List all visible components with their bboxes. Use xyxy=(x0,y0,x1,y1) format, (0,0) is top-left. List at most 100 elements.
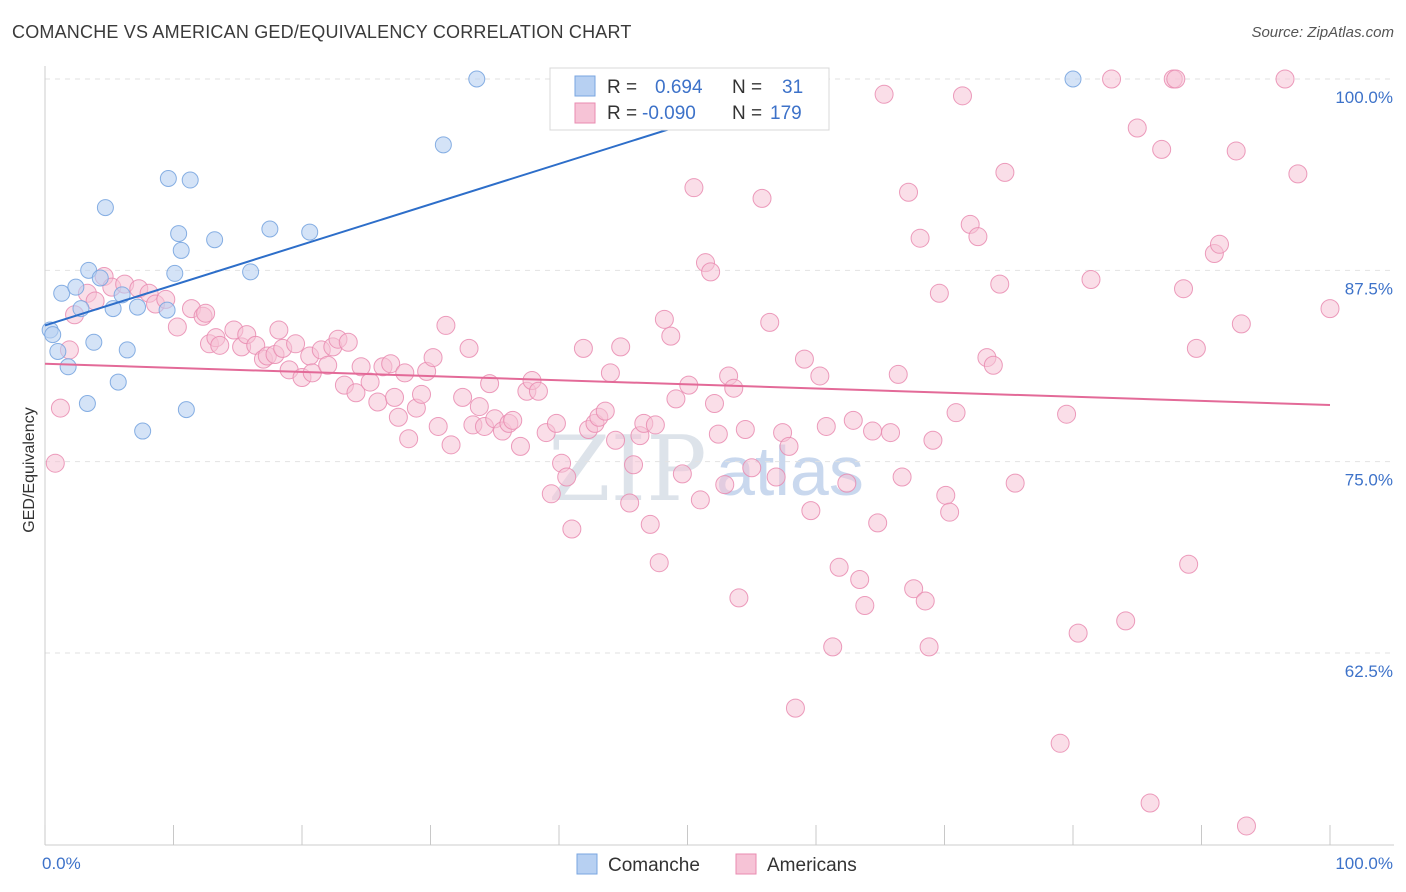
americans-point-109 xyxy=(752,188,772,208)
y-axis-title: GED/Equivalency xyxy=(21,407,38,532)
americans-point-127 xyxy=(874,84,894,104)
americans-point-58 xyxy=(459,338,479,358)
source-credit: Source: ZipAtlas.com xyxy=(1251,24,1394,41)
comanche-point-30 xyxy=(468,70,486,88)
americans-point-55 xyxy=(436,315,456,335)
americans-point-30 xyxy=(286,334,306,354)
americans-point-102 xyxy=(708,424,728,444)
americans-point-85 xyxy=(620,493,640,513)
americans-point-81 xyxy=(595,401,615,421)
americans-point-106 xyxy=(729,588,749,608)
comanche-point-11 xyxy=(96,199,114,217)
americans-point-149 xyxy=(1050,733,1070,753)
americans-point-94 xyxy=(666,389,686,409)
legend-r-label-americans: R = xyxy=(607,103,637,124)
americans-point-110 xyxy=(760,312,780,332)
comanche-point-24 xyxy=(181,171,199,189)
americans-point-97 xyxy=(684,178,704,198)
americans-point-167 xyxy=(1236,816,1256,836)
x-tick-label-100: 100.0% xyxy=(1335,854,1393,873)
americans-point-151 xyxy=(1068,623,1088,643)
series-label-comanche: Comanche xyxy=(608,855,700,876)
americans-point-125 xyxy=(863,421,883,441)
americans-point-141 xyxy=(952,86,972,106)
x-tick-label-0: 0.0% xyxy=(42,854,81,873)
americans-point-53 xyxy=(423,348,443,368)
americans-point-47 xyxy=(388,407,408,427)
comanche-point-21 xyxy=(170,225,188,243)
americans-point-122 xyxy=(843,410,863,430)
y-tick-label-100: 100.0% xyxy=(1335,88,1393,107)
americans-point-105 xyxy=(724,378,744,398)
americans-point-72 xyxy=(541,484,561,504)
americans-point-75 xyxy=(557,467,577,487)
americans-point-113 xyxy=(779,436,799,456)
americans-point-57 xyxy=(453,387,473,407)
americans-point-60 xyxy=(469,397,489,417)
americans-point-100 xyxy=(701,262,721,282)
americans-point-140 xyxy=(946,403,966,423)
americans-point-155 xyxy=(1127,118,1147,138)
comanche-point-7 xyxy=(78,395,96,413)
americans-point-131 xyxy=(899,182,919,202)
americans-point-42 xyxy=(360,372,380,392)
americans-point-148 xyxy=(1005,473,1025,493)
americans-point-114 xyxy=(785,698,805,718)
americans-point-169 xyxy=(1288,164,1308,184)
comanche-point-5 xyxy=(67,278,85,296)
comanche-point-29 xyxy=(434,136,452,154)
legend-box xyxy=(549,67,830,131)
americans-point-84 xyxy=(611,337,631,357)
comanche-points xyxy=(41,70,1082,440)
americans-point-136 xyxy=(923,430,943,450)
comanche-point-28 xyxy=(301,223,319,241)
americans-point-124 xyxy=(855,596,875,616)
americans-point-73 xyxy=(546,413,566,433)
americans-point-56 xyxy=(441,435,461,455)
americans-point-70 xyxy=(528,381,548,401)
comanche-point-17 xyxy=(134,422,152,440)
americans-point-121 xyxy=(837,473,857,493)
legend-swatch-americans xyxy=(574,102,596,124)
comanche-point-23 xyxy=(177,401,195,419)
americans-point-98 xyxy=(690,490,710,510)
americans-point-95 xyxy=(672,464,692,484)
comanche-point-26 xyxy=(242,263,260,281)
americans-point-27 xyxy=(269,320,289,340)
americans-point-147 xyxy=(995,162,1015,182)
americans-point-43 xyxy=(368,392,388,412)
americans-point-126 xyxy=(868,513,888,533)
americans-point-135 xyxy=(919,637,939,657)
legend-n-label-comanche: N = xyxy=(732,77,762,98)
comanche-point-20 xyxy=(166,264,184,282)
americans-point-160 xyxy=(1174,279,1194,299)
americans-point-67 xyxy=(510,436,530,456)
americans-point-145 xyxy=(983,355,1003,375)
series-swatch-comanche xyxy=(576,853,598,875)
americans-point-130 xyxy=(892,467,912,487)
y-tick-label-62.5: 62.5% xyxy=(1345,662,1393,681)
americans-point-39 xyxy=(338,332,358,352)
americans-points xyxy=(45,69,1340,836)
americans-point-83 xyxy=(606,430,626,450)
americans-point-46 xyxy=(385,387,405,407)
americans-point-54 xyxy=(428,416,448,436)
americans-point-1 xyxy=(50,398,70,418)
americans-point-101 xyxy=(704,394,724,414)
americans-point-162 xyxy=(1186,338,1206,358)
series-swatch-americans xyxy=(735,853,757,875)
legend-n-value-americans: 179 xyxy=(770,103,802,124)
americans-point-129 xyxy=(888,364,908,384)
americans-point-120 xyxy=(829,557,849,577)
americans-point-159 xyxy=(1166,69,1186,89)
americans-point-117 xyxy=(810,366,830,386)
correlation-legend: R = 0.694 N = 31 R = -0.090 N = 179 xyxy=(549,67,830,131)
americans-point-119 xyxy=(823,637,843,657)
americans-point-154 xyxy=(1116,611,1136,631)
comanche-point-18 xyxy=(158,301,176,319)
comanche-trend-line xyxy=(44,112,720,327)
americans-point-168 xyxy=(1275,69,1295,89)
americans-point-13 xyxy=(167,317,187,337)
americans-point-90 xyxy=(645,415,665,435)
